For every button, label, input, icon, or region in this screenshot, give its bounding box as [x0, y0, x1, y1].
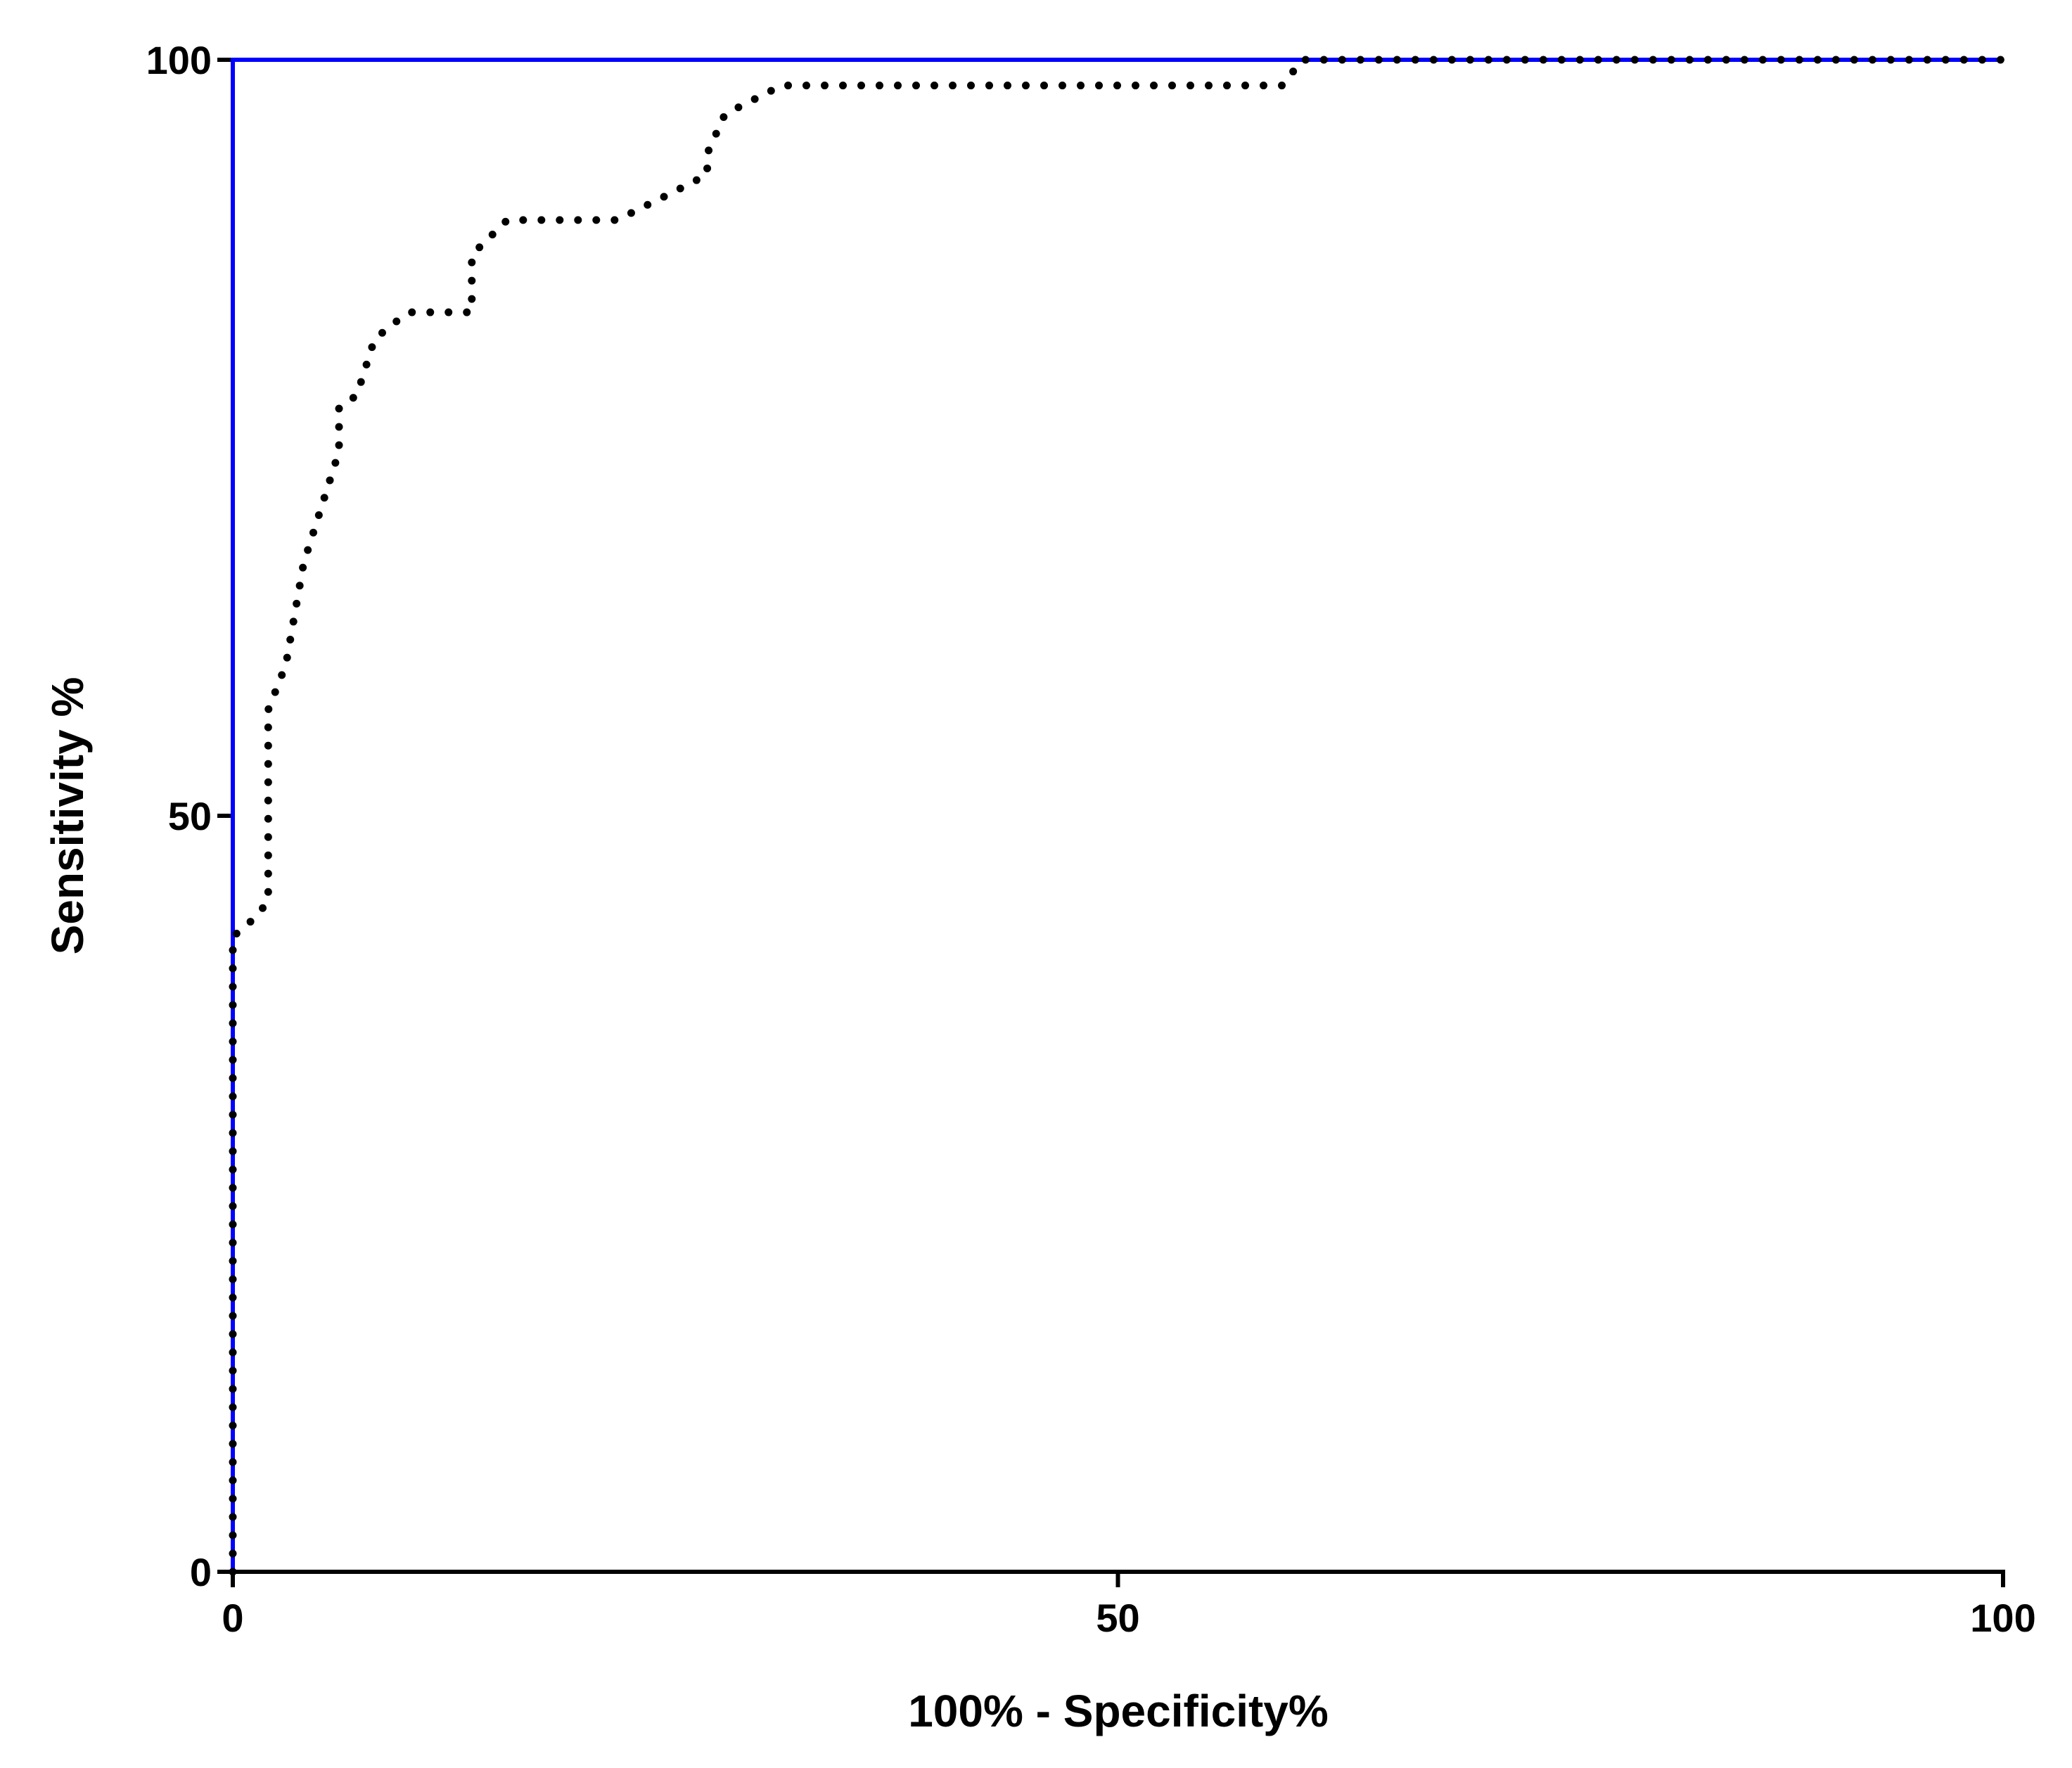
- y-axis-title: Sensitivity %: [42, 677, 93, 955]
- y-tick-label: 50: [168, 794, 212, 838]
- x-tick-label: 0: [222, 1596, 243, 1640]
- x-tick-label: 50: [1096, 1596, 1139, 1640]
- x-tick-label: 100: [1970, 1596, 2035, 1640]
- y-tick-label: 100: [146, 38, 212, 82]
- x-axis-title: 100% - Specificity%: [908, 1686, 1329, 1736]
- roc-curve: [229, 56, 2007, 1576]
- y-tick-label: 0: [190, 1550, 212, 1594]
- reference-line: [231, 58, 2003, 1572]
